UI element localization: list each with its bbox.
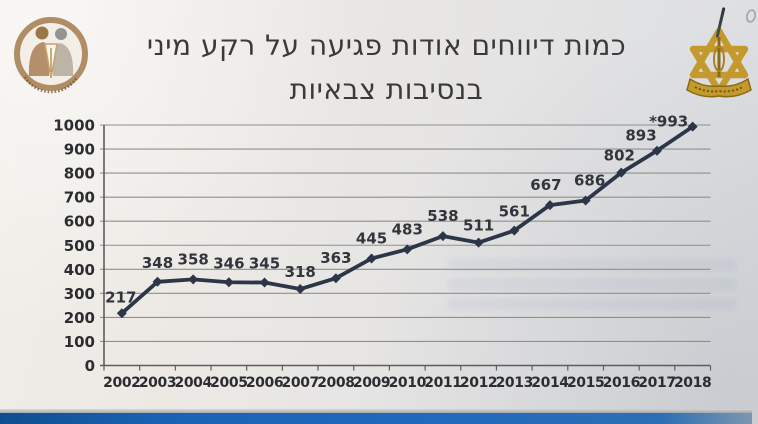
data-point	[437, 231, 448, 242]
y-tick-label: 800	[64, 165, 95, 183]
emblem-banner	[686, 77, 752, 98]
x-tick-label: 2014	[531, 375, 569, 391]
x-tick-label: 2017	[638, 375, 675, 391]
value-label: 445	[356, 229, 387, 247]
y-tick-label: 700	[64, 189, 95, 207]
data-point	[259, 277, 270, 288]
value-label: 217	[105, 288, 136, 306]
value-label: 802	[604, 147, 635, 165]
x-tick-label: 2016	[603, 375, 640, 391]
x-tick-label: 2002	[103, 375, 140, 391]
emblem-caption-arc	[23, 76, 79, 94]
paper-showthrough	[448, 298, 736, 310]
value-label: 667	[530, 176, 561, 194]
y-tick-label: 0	[85, 357, 95, 375]
x-tick-label: 2007	[282, 375, 319, 391]
y-tick-label: 200	[64, 309, 95, 327]
figure-body-left	[28, 42, 49, 76]
blue-table-edge	[0, 413, 752, 424]
data-point	[152, 276, 163, 287]
idf-emblem-graphic	[686, 27, 752, 98]
y-tick-label: 500	[64, 237, 95, 255]
figure-head-right	[55, 28, 67, 40]
y-tick-label: 900	[64, 141, 95, 159]
data-point	[509, 225, 520, 236]
y-tick-label: 100	[64, 333, 95, 351]
data-point	[616, 167, 627, 178]
figure-body-right	[53, 43, 74, 76]
paper-showthrough	[448, 278, 736, 291]
y-tick-label: 1000	[53, 117, 95, 135]
x-tick-label: 2013	[496, 375, 533, 391]
x-tick-label: 2010	[389, 375, 427, 391]
value-label: 686	[574, 172, 605, 190]
x-tick-label: 2011	[424, 375, 461, 391]
data-point	[544, 200, 555, 211]
data-point	[116, 308, 127, 319]
value-label: 893	[625, 127, 656, 145]
figure-head-left	[35, 26, 49, 40]
data-point	[366, 253, 377, 264]
sword-and-olive-branch	[713, 37, 725, 77]
data-point	[651, 145, 662, 156]
paper-showthrough	[448, 258, 736, 271]
value-label: 511	[463, 217, 494, 235]
data-point	[687, 121, 698, 132]
series-layer	[116, 121, 698, 319]
x-tick-label: 2003	[139, 375, 176, 391]
y-tick-label: 400	[64, 261, 95, 279]
value-label: *993	[649, 113, 688, 131]
x-tick-label: 2008	[317, 375, 354, 391]
slide-title-line2: בנסיבות צבאיות	[289, 73, 484, 106]
value-label: 358	[178, 250, 209, 268]
value-label: 538	[427, 207, 458, 225]
data-point	[330, 273, 341, 284]
x-tick-label: 2009	[353, 375, 390, 391]
x-tick-label: 2005	[210, 375, 247, 391]
grid-layer	[100, 124, 711, 367]
slide-title-line1: כמות דיווחים אודות פגיעה על רקע מיני	[146, 29, 627, 62]
slide-title: כמות דיווחים אודות פגיעה על רקע מיני בנס…	[85, 24, 688, 112]
value-label: 483	[392, 220, 423, 238]
value-label: 345	[249, 255, 280, 273]
value-label: 561	[499, 203, 530, 221]
axis-layer: 0 100 200 300 400 500 600 700 800 900 1000 20022003…	[53, 117, 711, 392]
y-tick-label: 300	[64, 285, 95, 303]
data-point	[223, 277, 234, 288]
data-point	[402, 244, 413, 255]
paper-edge-shadow	[0, 409, 752, 413]
x-tick-label: 2018	[674, 375, 711, 391]
y-tick-label: 600	[64, 213, 95, 231]
value-label: 318	[285, 263, 316, 281]
data-point	[188, 274, 199, 285]
x-tick-label: 2012	[460, 375, 497, 391]
gender-advisor-logo	[9, 14, 93, 98]
data-point	[580, 195, 591, 206]
gender-advisor-emblem-graphic	[14, 17, 88, 94]
value-label: 348	[142, 254, 173, 272]
value-label: 346	[213, 254, 244, 272]
value-label: 363	[320, 249, 351, 267]
idf-logo	[683, 25, 755, 105]
x-tick-label: 2004	[175, 375, 213, 391]
data-point	[295, 284, 306, 295]
x-tick-label: 2006	[246, 375, 283, 391]
x-tick-label: 2015	[567, 375, 604, 391]
data-point	[473, 237, 484, 248]
